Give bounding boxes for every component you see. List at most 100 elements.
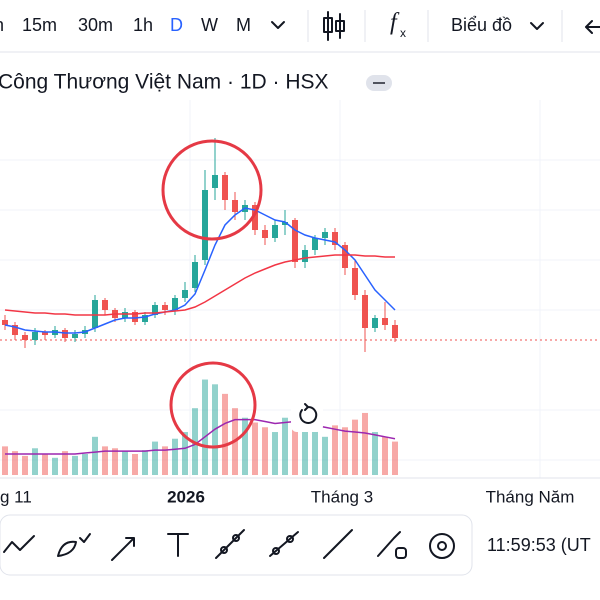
volume-bar [252, 422, 258, 475]
volume-bar [222, 393, 228, 475]
tool-trend[interactable] [3, 535, 35, 553]
moving-average-line [4, 254, 395, 316]
candle-body [152, 305, 158, 315]
volume-bar [102, 446, 108, 475]
svg-text:f: f [390, 10, 400, 36]
interval-menu[interactable] [271, 21, 285, 29]
volume-bar [172, 438, 178, 475]
volume-bar [112, 448, 118, 475]
x-axis-label: Tháng Năm [486, 487, 575, 506]
candle-body [192, 262, 198, 288]
volume-bar [372, 432, 378, 475]
candle-body [292, 220, 298, 262]
volume-ma-line [5, 418, 396, 455]
chart-type-chevron[interactable] [530, 22, 544, 30]
highlight-circle [161, 139, 263, 241]
volume-bar [12, 451, 18, 475]
volume-bar [22, 455, 28, 475]
volume-bar [62, 451, 68, 475]
candle-body [332, 232, 338, 245]
candle-body [232, 200, 238, 212]
candle-body [392, 325, 398, 338]
candle-body [202, 190, 208, 260]
interval-button[interactable]: W [201, 15, 218, 35]
x-axis-label: g 11 [0, 487, 32, 506]
volume-bar [72, 455, 78, 475]
candle-body [2, 320, 8, 325]
volume-bar [322, 436, 328, 475]
candle-body [92, 300, 98, 328]
candle-body [182, 290, 188, 298]
candle-body [272, 225, 278, 238]
x-axis-label: Tháng 3 [311, 487, 373, 506]
chart-style-icon[interactable] [323, 11, 345, 41]
top-toolbar [0, 0, 600, 52]
candle-body [302, 250, 308, 262]
candle-body [122, 312, 128, 318]
tool-fib[interactable] [215, 529, 245, 559]
candle-body [32, 332, 38, 340]
volume-bar [82, 454, 88, 475]
volume-bar [132, 454, 138, 475]
interval-button[interactable]: h [0, 15, 4, 35]
volume-bar [342, 427, 348, 475]
candle-body [162, 305, 168, 310]
tool-line[interactable] [323, 529, 353, 559]
tool-ray[interactable] [269, 531, 299, 557]
drawing-tools [3, 529, 455, 561]
volume-bar [332, 425, 338, 475]
volume-bar [92, 436, 98, 475]
tool-measure[interactable] [377, 531, 401, 557]
indicators-icon[interactable]: f x [390, 10, 406, 41]
back-arrow[interactable] [585, 20, 600, 34]
volume-bar [362, 412, 368, 475]
symbol-title: Công Thương Việt Nam · 1D · HSX [0, 71, 329, 94]
volume-bar [352, 419, 358, 475]
candle-body [282, 222, 288, 225]
volume-bar [122, 451, 128, 475]
volume-bar [52, 457, 58, 475]
volume-bar [242, 417, 248, 475]
candle-body [172, 298, 178, 310]
candle-body [42, 332, 48, 335]
drawing-toolbar [0, 514, 473, 576]
candle-body [312, 238, 318, 250]
tool-magnet[interactable] [429, 533, 455, 559]
volume-bar [392, 441, 398, 475]
interval-button[interactable]: 15m [22, 15, 57, 35]
candle-body [372, 318, 378, 328]
x-axis-label: 2026 [167, 487, 205, 506]
candle-body [382, 318, 388, 325]
grid [0, 100, 600, 478]
volume-bar [312, 429, 318, 475]
tool-text[interactable] [167, 533, 189, 557]
chart-type-label[interactable]: Biểu đồ [451, 15, 512, 35]
candle-body [142, 315, 148, 322]
tool-arrow[interactable] [111, 537, 135, 561]
volume-bar [262, 427, 268, 475]
svg-text:x: x [400, 26, 406, 40]
candle-body [352, 268, 358, 295]
interval-button[interactable]: M [236, 15, 251, 35]
volume-bar [42, 454, 48, 475]
candle-body [342, 245, 348, 268]
volume-bar [302, 422, 308, 475]
reset-button[interactable] [291, 400, 323, 432]
moving-average-line [4, 207, 396, 334]
volume-bar [272, 432, 278, 475]
interval-button[interactable]: 1h [133, 15, 153, 35]
volume-bar [162, 446, 168, 475]
interval-button[interactable]: D [170, 15, 183, 35]
candle-body [222, 175, 228, 200]
candle-body [62, 330, 68, 338]
interval-button[interactable]: 30m [78, 15, 113, 35]
candle-body [22, 335, 28, 340]
candle-body [362, 295, 368, 328]
candle-body [72, 334, 78, 338]
tool-brush[interactable] [57, 533, 91, 557]
volume-bar [142, 450, 148, 475]
volume-bar [32, 448, 38, 475]
highlight-circle [169, 361, 257, 449]
